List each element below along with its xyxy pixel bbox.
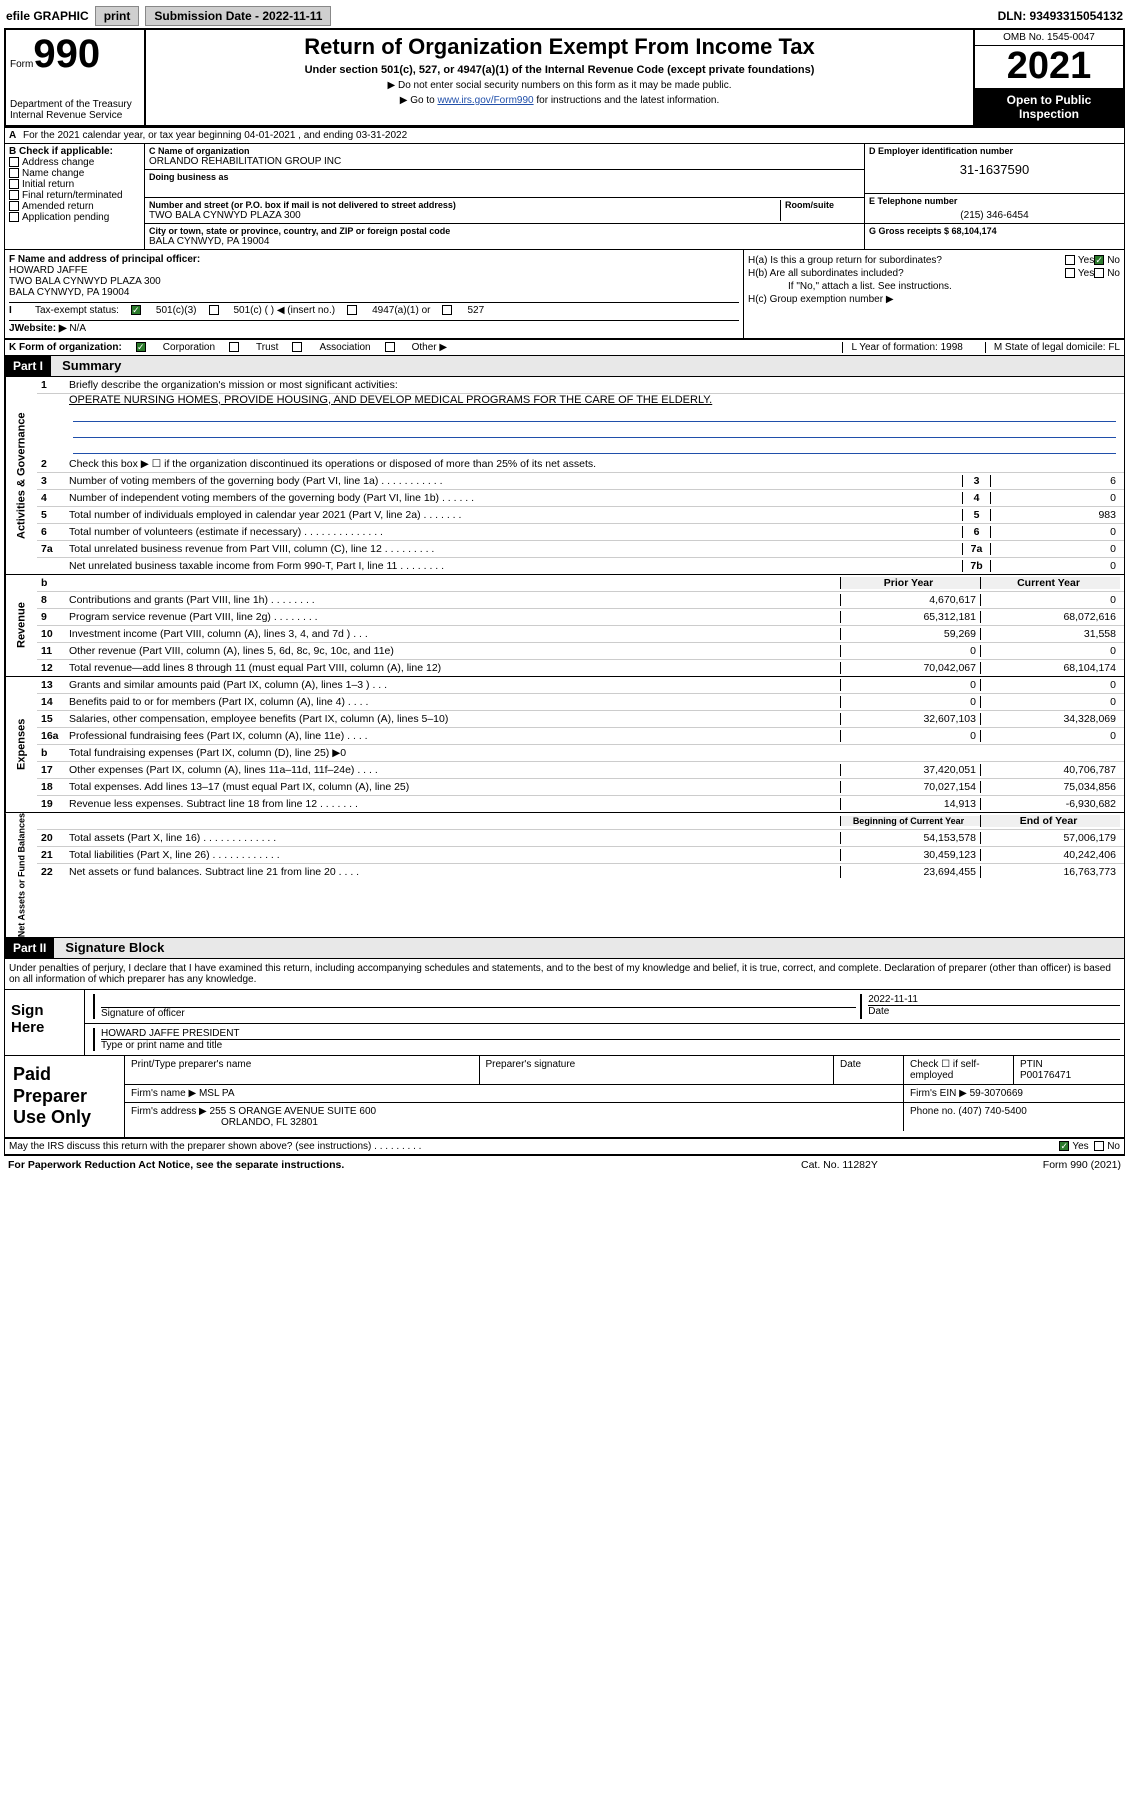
- omb-number: OMB No. 1545-0047: [975, 30, 1123, 46]
- officer-name: HOWARD JAFFE: [9, 265, 739, 276]
- section-net-assets: Net Assets or Fund Balances Beginning of…: [4, 813, 1125, 938]
- efile-label: efile GRAPHIC: [6, 9, 89, 23]
- print-button[interactable]: print: [95, 6, 140, 26]
- checkbox-discuss-yes[interactable]: ✓: [1059, 1141, 1069, 1151]
- sign-here-block: Sign Here Signature of officer 2022-11-1…: [4, 990, 1125, 1056]
- penalty-statement: Under penalties of perjury, I declare th…: [4, 959, 1125, 990]
- form-header: Form990 Department of the Treasury Inter…: [4, 28, 1125, 127]
- checkbox-corp[interactable]: ✓: [136, 342, 146, 352]
- part2-header: Part II Signature Block: [4, 938, 1125, 959]
- topbar: efile GRAPHIC print Submission Date - 20…: [4, 4, 1125, 28]
- firm-name: MSL PA: [199, 1088, 235, 1099]
- form-note1: ▶ Do not enter social security numbers o…: [154, 80, 965, 91]
- dln-label: DLN: 93493315054132: [998, 9, 1123, 23]
- ein: 31-1637590: [869, 156, 1120, 177]
- discuss-row: May the IRS discuss this return with the…: [4, 1138, 1125, 1155]
- org-name: ORLANDO REHABILITATION GROUP INC: [149, 156, 860, 167]
- firm-ein: 59-3070669: [970, 1088, 1023, 1099]
- part1-header: Part I Summary: [4, 356, 1125, 377]
- paid-preparer-block: Paid Preparer Use Only Print/Type prepar…: [4, 1056, 1125, 1138]
- officer-signature-name: HOWARD JAFFE PRESIDENT: [101, 1028, 1120, 1040]
- form-title: Return of Organization Exempt From Incom…: [154, 34, 965, 60]
- year-formation: L Year of formation: 1998: [842, 342, 970, 353]
- form-subtitle: Under section 501(c), 527, or 4947(a)(1)…: [154, 64, 965, 76]
- submission-date-button[interactable]: Submission Date - 2022-11-11: [145, 6, 331, 26]
- cat-no: Cat. No. 11282Y: [801, 1159, 961, 1171]
- org-city: BALA CYNWYD, PA 19004: [149, 236, 860, 247]
- form-number: 990: [33, 32, 100, 76]
- section-governance: Activities & Governance 1Briefly describ…: [4, 377, 1125, 575]
- open-public-badge: Open to Public Inspection: [975, 89, 1123, 125]
- state-domicile: M State of legal domicile: FL: [985, 342, 1120, 353]
- box-fh: F Name and address of principal officer:…: [4, 250, 1125, 339]
- tax-year: 2021: [975, 46, 1123, 89]
- firm-phone: (407) 740-5400: [958, 1106, 1026, 1117]
- form-word: Form: [10, 59, 33, 70]
- form-note2: ▶ Go to www.irs.gov/Form990 for instruct…: [154, 95, 965, 106]
- telephone: (215) 346-6454: [869, 206, 1120, 221]
- footer: For Paperwork Reduction Act Notice, see …: [4, 1155, 1125, 1174]
- line-klm: K Form of organization: ✓Corporation Tru…: [4, 339, 1125, 356]
- form-ref: Form 990 (2021): [961, 1159, 1121, 1171]
- checkbox-ha-no[interactable]: ✓: [1094, 255, 1104, 265]
- section-revenue: Revenue bPrior YearCurrent Year 8Contrib…: [4, 575, 1125, 677]
- box-b: B Check if applicable: Address change Na…: [5, 144, 145, 249]
- gross-receipts: G Gross receipts $ 68,104,174: [869, 226, 1120, 236]
- sign-date: 2022-11-11: [868, 994, 1120, 1005]
- irs-link[interactable]: www.irs.gov/Form990: [437, 95, 533, 106]
- checkbox-501c3[interactable]: ✓: [131, 305, 141, 315]
- ptin: P00176471: [1020, 1070, 1071, 1081]
- dept-label: Department of the Treasury Internal Reve…: [10, 99, 140, 121]
- mission: OPERATE NURSING HOMES, PROVIDE HOUSING, …: [69, 394, 712, 406]
- section-expenses: Expenses 13Grants and similar amounts pa…: [4, 677, 1125, 813]
- website: N/A: [69, 323, 86, 334]
- line-a: AFor the 2021 calendar year, or tax year…: [4, 127, 1125, 144]
- box-bcde: B Check if applicable: Address change Na…: [4, 144, 1125, 250]
- org-address: TWO BALA CYNWYD PLAZA 300: [149, 210, 780, 221]
